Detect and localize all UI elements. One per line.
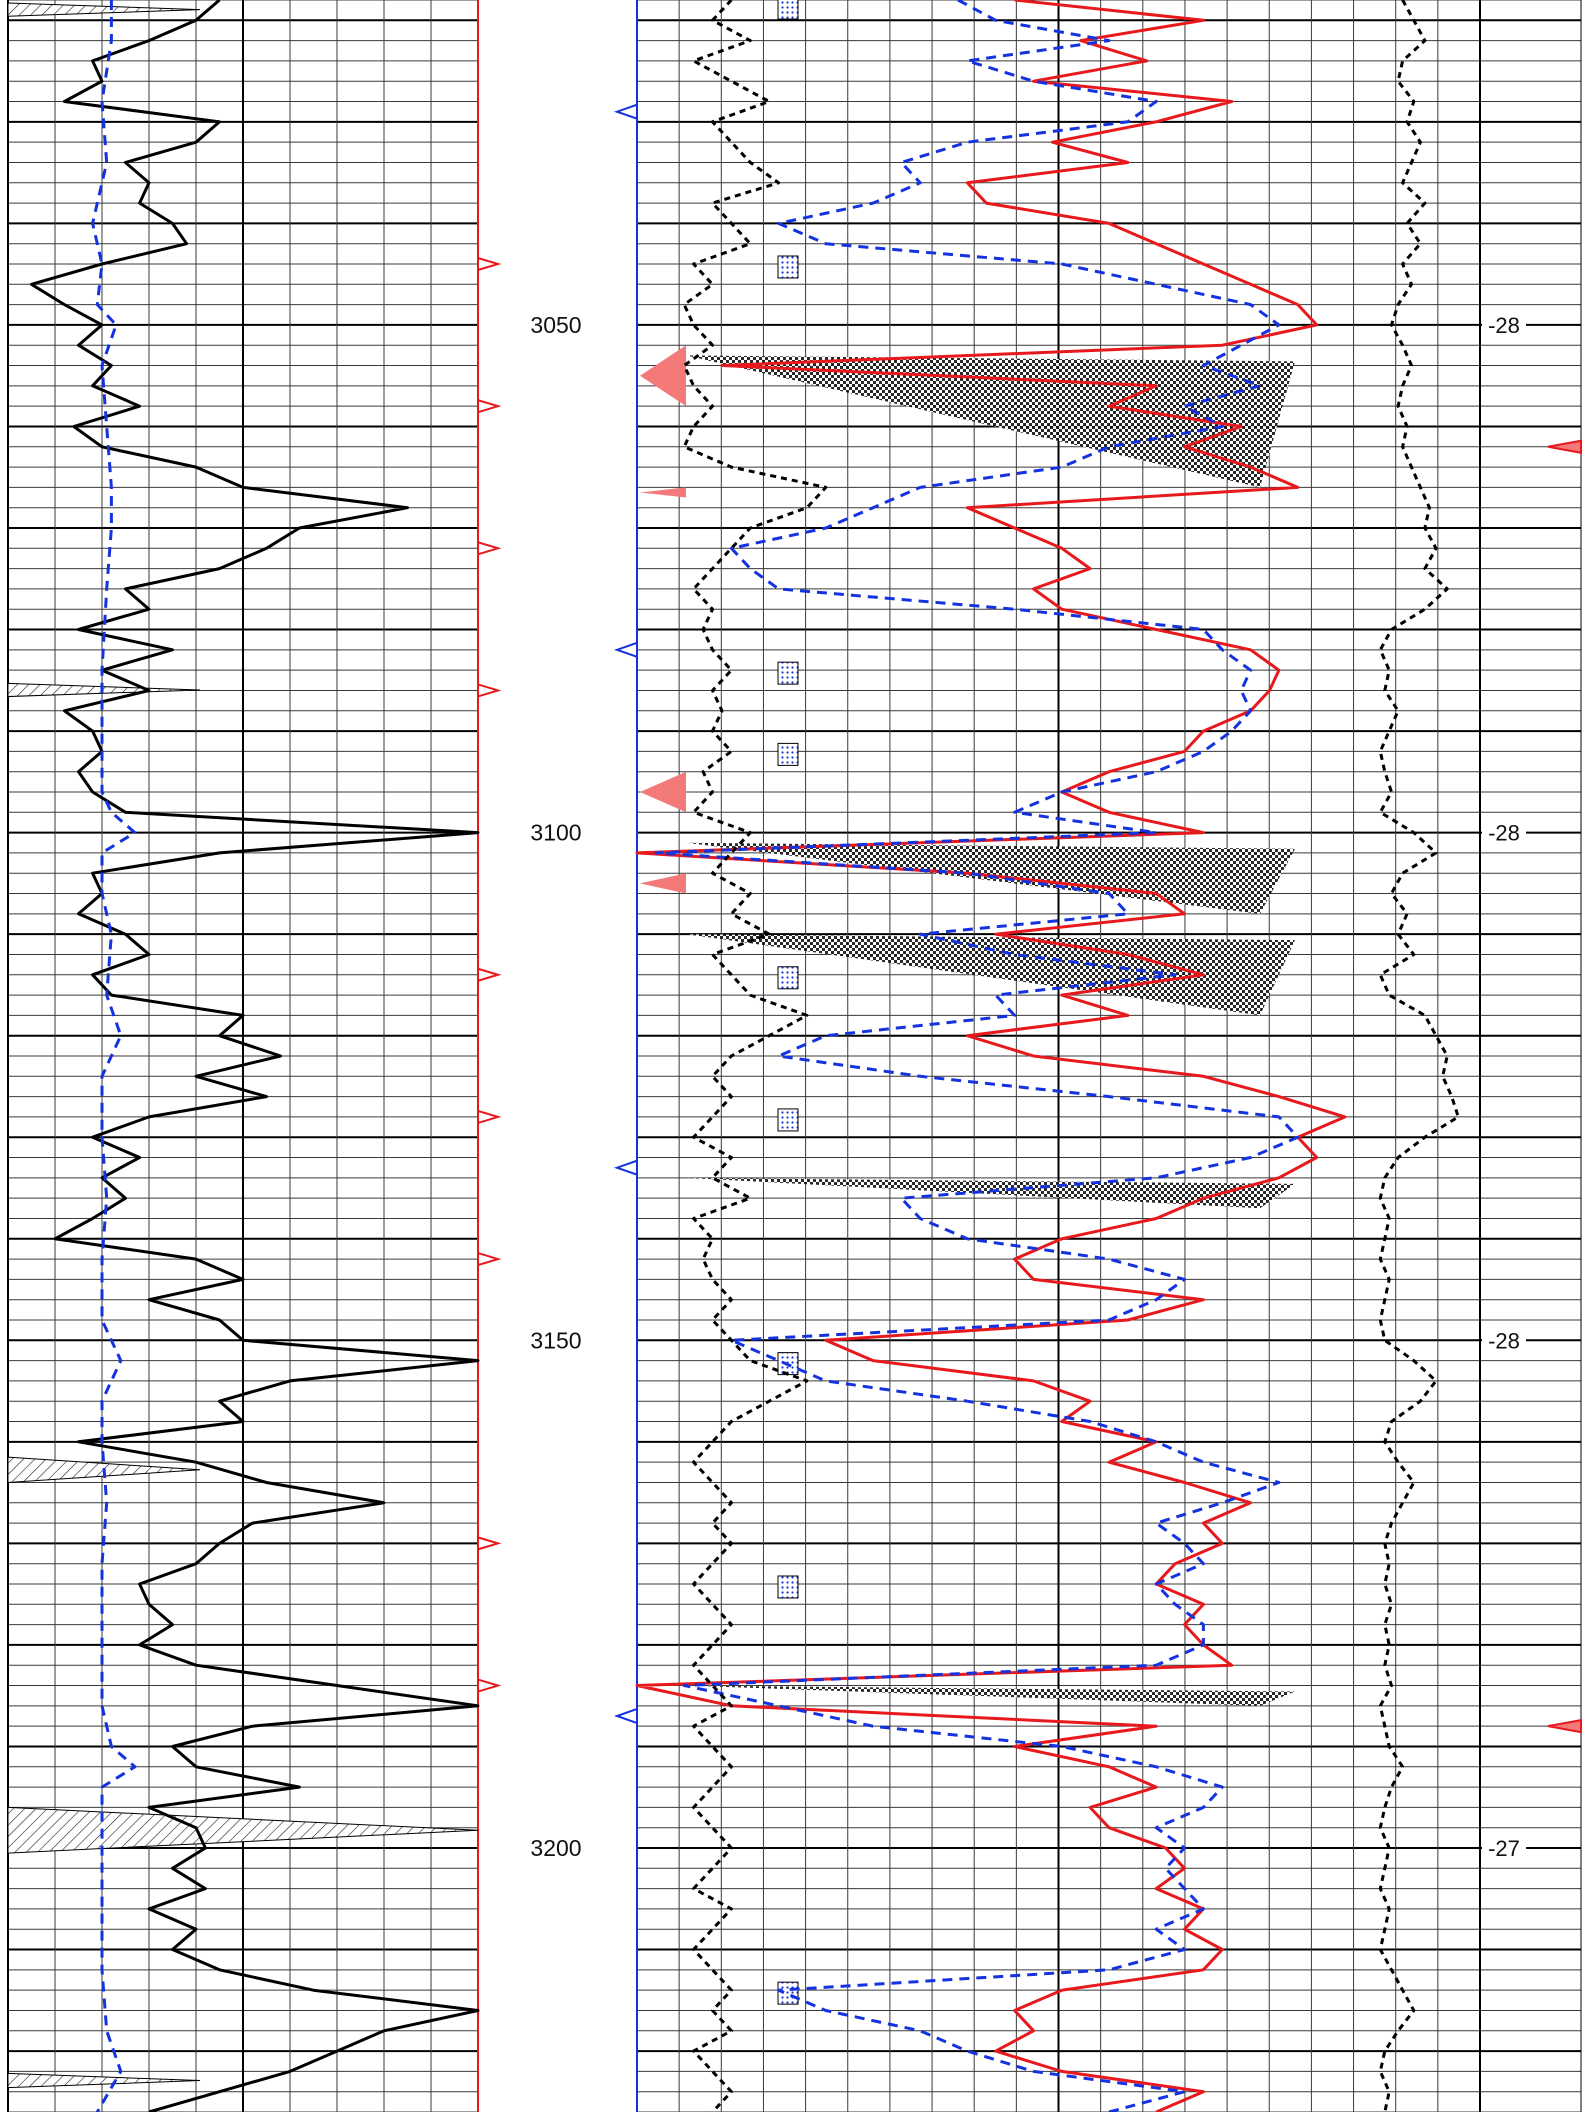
red-marker-icon [477, 1678, 502, 1693]
curve-track3-solid-red [635, 0, 1347, 2112]
red-marker-icon [477, 399, 502, 414]
track-4-tick-label: -28 [1488, 1328, 1520, 1353]
blue-marker-icon [613, 1159, 638, 1176]
checker-fill [686, 1177, 1295, 1209]
hatched-band [7, 1806, 479, 1854]
dotted-block [777, 1981, 799, 2005]
track-4-label-bg [1482, 310, 1526, 339]
curve-track3-dashed-blue [654, 0, 1300, 2112]
checker-fill [686, 1685, 1295, 1706]
dotted-block [777, 661, 799, 685]
curve-track4-dashed-black [1378, 0, 1460, 2112]
dotted-block [777, 0, 799, 20]
red-marker-icon [477, 1252, 502, 1267]
track-4-label-bg [1482, 818, 1526, 847]
pink-fill [640, 771, 686, 813]
checker-fill [686, 934, 1295, 1016]
red-flag-icon [1547, 1718, 1582, 1734]
red-marker-icon [477, 1536, 502, 1551]
dotted-block [777, 966, 799, 990]
track-markers [7, 0, 1582, 2089]
hatched-band [7, 682, 201, 698]
depth-tick-label: 3050 [530, 312, 581, 338]
red-flag-icon [1547, 439, 1582, 454]
track-4-label-bg [1482, 1834, 1526, 1862]
red-marker-icon [477, 257, 502, 271]
pink-fill [640, 487, 686, 498]
dotted-block [777, 1108, 799, 1132]
blue-marker-icon [613, 641, 638, 658]
pink-fill [640, 345, 686, 407]
depth-tick-label: 3150 [530, 1327, 581, 1353]
depth-tick-label: 3100 [530, 820, 581, 846]
blue-marker-icon [613, 103, 638, 120]
blue-marker-icon [613, 1708, 638, 1724]
depth-tick-label: 3200 [530, 1835, 581, 1861]
depth-axis: 3050 3100 3150 3200 [530, 312, 581, 1861]
curves [30, 0, 1460, 2112]
red-marker-icon [477, 683, 502, 698]
red-marker-icon [477, 1109, 502, 1124]
track-4-tick-label: -28 [1488, 313, 1520, 338]
dotted-block [777, 255, 799, 279]
track-4-scale-labels: -28 -28 -28 -27 [1482, 310, 1526, 1862]
checker-fill [686, 355, 1295, 488]
red-marker-icon [477, 541, 502, 556]
dotted-block [777, 1575, 799, 1599]
dotted-block [777, 742, 799, 766]
curve-track3-dashed-black [682, 0, 828, 2112]
pink-fill [640, 873, 686, 894]
curve-track1-solid-black [30, 0, 480, 2112]
hatched-band [7, 2072, 201, 2089]
track-4-tick-label: -28 [1488, 821, 1520, 846]
red-marker-icon [477, 967, 502, 982]
checker-fill [686, 842, 1295, 914]
track-4-label-bg [1482, 1326, 1526, 1355]
grid-lines [7, 0, 1582, 2112]
track-4-tick-label: -27 [1488, 1836, 1520, 1861]
hatched-band [7, 2, 201, 17]
